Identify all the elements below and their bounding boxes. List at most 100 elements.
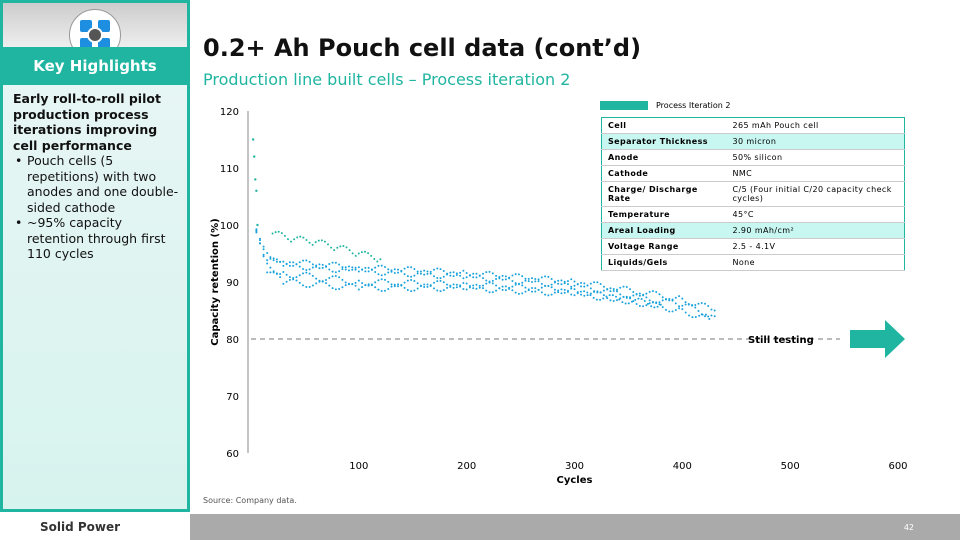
data-point — [311, 274, 314, 277]
data-point — [305, 259, 308, 262]
data-point — [710, 308, 713, 311]
data-point — [432, 268, 435, 271]
spec-row: Cathode NMC — [601, 165, 905, 182]
data-point — [413, 267, 416, 270]
data-point — [328, 262, 331, 265]
data-point — [347, 282, 350, 285]
data-point — [646, 302, 649, 305]
data-point — [269, 271, 272, 274]
data-point — [566, 280, 569, 283]
data-point — [348, 249, 351, 252]
data-point — [531, 290, 534, 293]
y-tick-label: 60 — [226, 449, 239, 460]
data-point — [475, 287, 478, 290]
data-point — [364, 270, 367, 273]
data-point — [580, 293, 583, 296]
data-point — [282, 271, 285, 274]
data-point — [308, 286, 311, 289]
data-point — [351, 268, 354, 271]
data-point — [255, 228, 258, 231]
data-point — [579, 290, 582, 293]
data-point — [383, 273, 386, 276]
data-point — [325, 265, 328, 268]
data-point — [609, 290, 612, 293]
data-point — [328, 268, 331, 271]
data-point — [344, 284, 347, 287]
data-point — [321, 266, 324, 269]
data-point — [288, 264, 291, 267]
data-point — [370, 284, 373, 287]
data-point — [330, 246, 333, 249]
data-point — [439, 268, 442, 271]
y-tick-label: 80 — [226, 335, 239, 346]
data-point — [298, 281, 301, 284]
data-point — [331, 261, 334, 264]
data-point — [258, 237, 261, 240]
data-point — [403, 267, 406, 270]
data-point — [446, 273, 449, 276]
data-point — [423, 269, 426, 272]
data-point — [524, 279, 527, 282]
data-point — [694, 304, 697, 307]
data-point — [387, 268, 390, 271]
data-point — [681, 304, 684, 307]
data-point — [625, 286, 628, 289]
data-point — [390, 285, 393, 288]
data-point — [557, 282, 560, 285]
data-point — [544, 284, 547, 287]
data-point — [618, 298, 621, 301]
spec-row: Separator Thickness 30 micron — [601, 133, 905, 150]
data-point — [599, 291, 602, 294]
data-point — [357, 266, 360, 269]
data-point — [537, 288, 540, 291]
data-point — [504, 278, 507, 281]
bullet: ~95% capacity retention through first 11… — [13, 215, 181, 262]
data-point — [308, 272, 311, 275]
data-point — [642, 293, 645, 296]
data-point — [321, 280, 324, 283]
data-point — [271, 232, 274, 235]
data-point — [478, 284, 481, 287]
data-point — [583, 285, 586, 288]
data-point — [390, 269, 393, 272]
data-point — [400, 270, 403, 273]
data-point — [357, 270, 360, 273]
data-point — [429, 270, 432, 273]
data-point — [282, 264, 285, 267]
data-point — [671, 299, 674, 302]
data-point — [629, 288, 632, 291]
data-point — [277, 230, 280, 233]
data-point — [602, 294, 605, 297]
data-point — [534, 290, 537, 293]
data-point — [655, 301, 658, 304]
data-point — [282, 260, 285, 263]
data-point — [547, 275, 550, 278]
data-point — [288, 261, 291, 264]
data-point — [553, 281, 556, 284]
data-point — [339, 245, 342, 248]
data-point — [527, 288, 530, 291]
data-point — [367, 266, 370, 269]
spec-row: Charge/ Discharge Rate C/5 (Four initial … — [601, 181, 905, 207]
data-point — [442, 281, 445, 284]
data-point — [468, 274, 471, 277]
data-point — [511, 285, 514, 288]
data-point — [455, 272, 458, 275]
data-point — [619, 286, 622, 289]
data-point — [612, 300, 615, 303]
data-point — [367, 283, 370, 286]
data-point — [501, 285, 504, 288]
data-point — [338, 276, 341, 279]
data-point — [269, 257, 272, 260]
data-point — [648, 299, 651, 302]
data-point — [642, 305, 645, 308]
panel-heading: Key Highlights — [3, 47, 187, 85]
data-point — [315, 277, 318, 280]
data-point — [537, 278, 540, 281]
data-point — [397, 285, 400, 288]
data-point — [573, 284, 576, 287]
data-point — [455, 283, 458, 286]
data-point — [432, 275, 435, 278]
data-point — [465, 288, 468, 291]
data-point — [423, 286, 426, 289]
